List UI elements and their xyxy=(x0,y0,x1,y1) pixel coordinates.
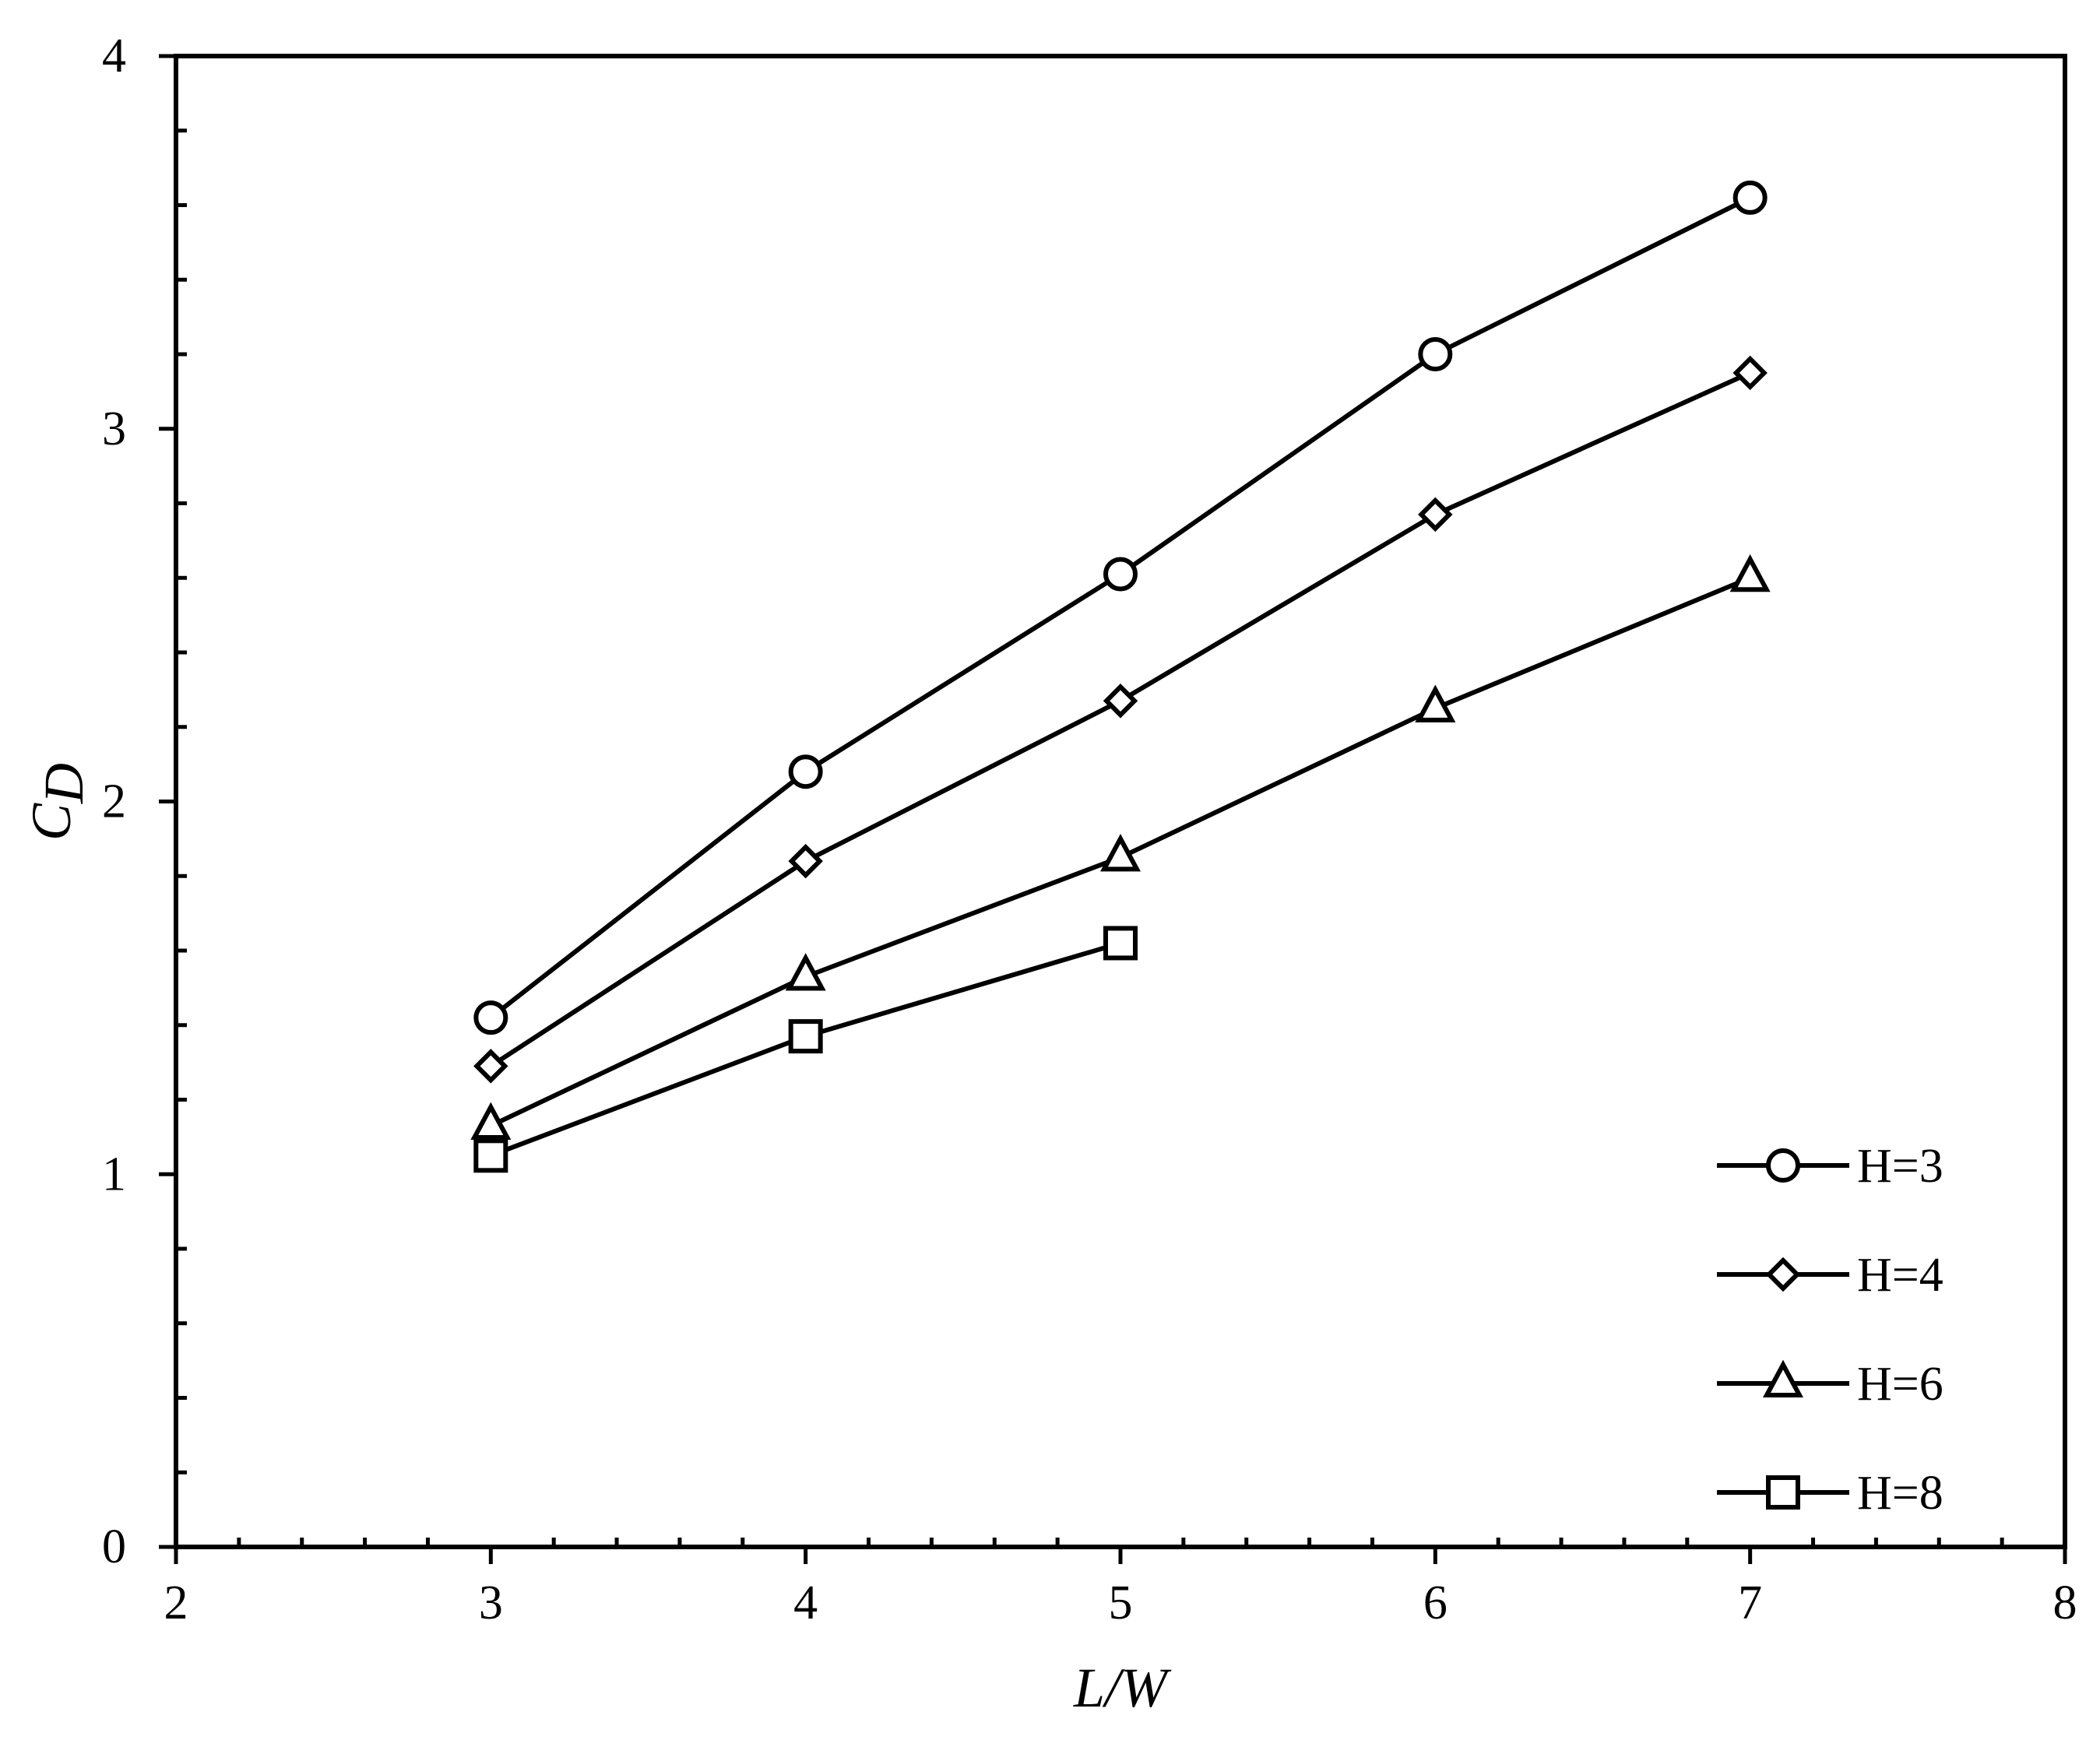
legend-item: H=6 xyxy=(1717,1358,1943,1411)
y-tick-label: 2 xyxy=(102,775,126,828)
plot-frame xyxy=(174,54,2067,1549)
legend-label: H=4 xyxy=(1857,1249,1943,1302)
series-line xyxy=(489,195,1752,1020)
data-point xyxy=(470,1102,512,1141)
x-axis-title: L/W xyxy=(1073,1657,1172,1719)
data-point xyxy=(473,1049,508,1084)
data-point xyxy=(1732,180,1768,215)
legend-label: H=3 xyxy=(1857,1140,1943,1193)
legend-item: H=4 xyxy=(1717,1249,1943,1302)
series-layer xyxy=(470,180,1771,1173)
x-tick-label: 3 xyxy=(479,1577,503,1629)
data-point xyxy=(788,843,823,879)
y-tick-label: 1 xyxy=(102,1148,126,1200)
data-point xyxy=(473,1000,508,1035)
legend: H=3 H=4 H=6 H=8 xyxy=(1717,1140,1943,1520)
x-tick-label: 2 xyxy=(164,1577,188,1629)
legend-item: H=8 xyxy=(1717,1467,1943,1520)
legend-label: H=8 xyxy=(1857,1467,1943,1520)
legend-marker xyxy=(1765,1257,1801,1292)
series-H=4 xyxy=(473,355,1768,1084)
data-point xyxy=(1103,557,1138,592)
x-tick-label: 7 xyxy=(1738,1577,1762,1629)
legend-label: H=6 xyxy=(1857,1358,1943,1411)
legend-marker xyxy=(1766,1475,1800,1510)
y-axis-title-subscript: D xyxy=(33,763,95,804)
y-tick-label: 3 xyxy=(102,402,126,455)
x-tick-label: 4 xyxy=(793,1577,818,1629)
y-tick-label: 4 xyxy=(102,30,126,83)
data-point xyxy=(785,953,826,991)
y-axis-title: CD xyxy=(20,763,95,841)
axis-ticks: 2 3 4 5 6 7 8 0 1 2 3 4 xyxy=(102,30,2077,1629)
data-point xyxy=(788,754,823,789)
x-tick-label: 6 xyxy=(1423,1577,1447,1629)
data-point xyxy=(1415,684,1456,722)
series-H=6 xyxy=(470,554,1771,1141)
series-H=3 xyxy=(473,180,1768,1035)
data-point xyxy=(1099,833,1141,872)
legend-item: H=3 xyxy=(1717,1140,1943,1193)
data-point xyxy=(473,1138,508,1173)
series-H=8 xyxy=(473,926,1138,1173)
data-point xyxy=(788,1019,823,1054)
data-point xyxy=(1418,497,1453,533)
x-tick-label: 5 xyxy=(1109,1577,1133,1629)
data-point xyxy=(1103,683,1138,719)
data-point xyxy=(1732,355,1768,391)
legend-marker xyxy=(1762,1359,1804,1397)
data-point xyxy=(1729,554,1771,592)
series-line xyxy=(489,371,1751,1068)
x-tick-label: 8 xyxy=(2053,1577,2077,1629)
data-point xyxy=(1103,926,1138,961)
y-tick-label: 0 xyxy=(102,1520,126,1573)
svg-text:CD: CD xyxy=(20,763,95,841)
data-point xyxy=(1418,337,1453,371)
legend-marker xyxy=(1766,1148,1800,1183)
y-axis-title-main: C xyxy=(20,803,83,841)
